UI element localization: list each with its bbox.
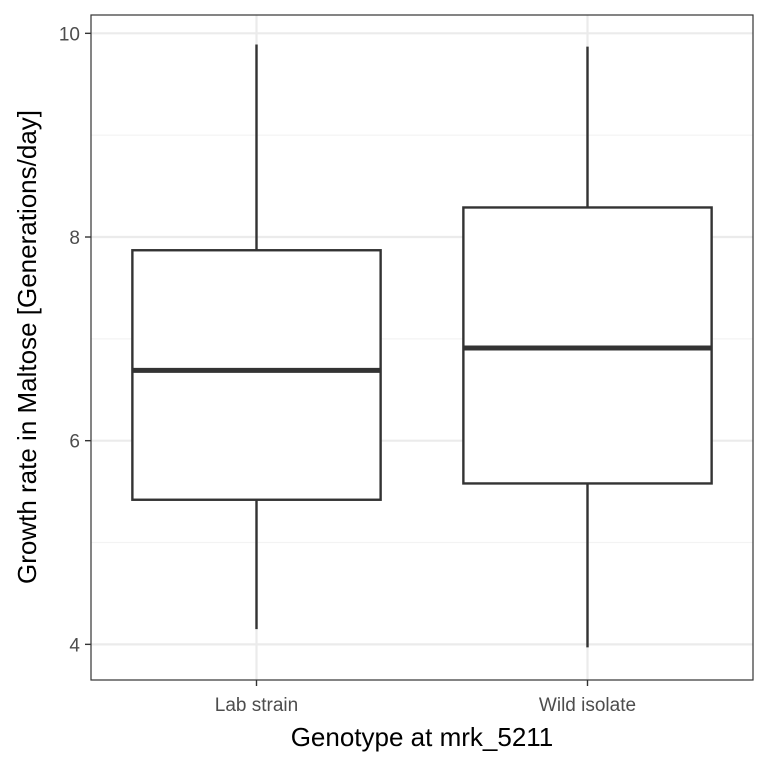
box-lab-strain <box>131 44 382 630</box>
y-tick-label: 6 <box>69 432 80 453</box>
x-tick-label: Lab strain <box>215 695 298 716</box>
box-iqr <box>131 249 382 501</box>
y-tick-label: 8 <box>69 228 80 249</box>
x-tick-label: Wild isolate <box>539 695 636 716</box>
y-axis-title: Growth rate in Maltose [Generations/day] <box>12 110 42 584</box>
box-iqr <box>462 206 713 485</box>
x-axis-title: Genotype at mrk_5211 <box>291 722 554 752</box>
axes: 4 6 8 10 Lab strain Wild isolate <box>59 24 636 716</box>
box-wild-isolate <box>462 46 713 648</box>
y-tick-label: 4 <box>69 635 80 656</box>
panel-border <box>90 14 754 681</box>
boxes <box>131 44 713 648</box>
y-tick-label: 10 <box>59 24 80 45</box>
